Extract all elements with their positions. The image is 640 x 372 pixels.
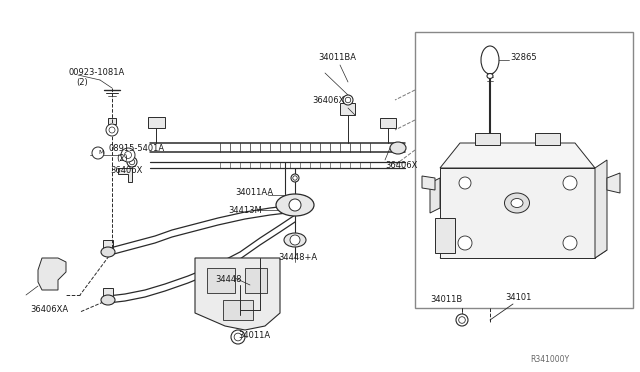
Text: 00923-1081A: 00923-1081A [68,67,124,77]
Circle shape [121,148,135,162]
Ellipse shape [511,199,523,208]
Polygon shape [108,118,116,124]
Circle shape [106,124,118,136]
Text: (2): (2) [76,77,88,87]
Ellipse shape [390,142,406,154]
Text: 08915-5401A: 08915-5401A [108,144,164,153]
Polygon shape [207,268,235,293]
Text: M: M [99,150,104,154]
Text: (2): (2) [116,154,128,163]
Circle shape [125,151,131,158]
Ellipse shape [101,295,115,305]
Circle shape [345,97,351,103]
Circle shape [234,333,242,341]
Ellipse shape [481,46,499,74]
Circle shape [109,127,115,133]
Text: 36406X: 36406X [385,160,417,170]
Circle shape [129,159,135,165]
Circle shape [458,236,472,250]
Polygon shape [195,258,280,330]
Circle shape [127,157,137,167]
Ellipse shape [504,193,529,213]
Polygon shape [595,160,607,258]
Polygon shape [340,103,355,115]
Circle shape [289,199,301,211]
Circle shape [290,235,300,245]
Polygon shape [103,288,113,296]
Text: 36406X: 36406X [110,166,142,174]
Bar [415,32,633,308]
Ellipse shape [101,247,115,257]
Text: 34448: 34448 [215,276,241,285]
Circle shape [563,236,577,250]
Circle shape [459,177,471,189]
Bar [535,133,560,145]
Circle shape [456,314,468,326]
Polygon shape [223,300,253,320]
Polygon shape [440,143,595,168]
Polygon shape [430,178,440,213]
Ellipse shape [276,194,314,216]
Text: 36406XA: 36406XA [30,305,68,314]
Polygon shape [440,168,595,258]
Text: 34011B: 34011B [430,295,462,305]
Text: 34413M: 34413M [228,205,262,215]
Circle shape [563,176,577,190]
Circle shape [291,174,299,182]
Text: 32865: 32865 [510,52,536,61]
Text: 34011A: 34011A [238,330,270,340]
Polygon shape [422,176,435,190]
Circle shape [459,317,465,323]
Text: R341000Y: R341000Y [530,356,569,365]
Polygon shape [380,118,396,128]
Ellipse shape [487,74,493,78]
Polygon shape [103,240,113,248]
Ellipse shape [284,233,306,247]
Circle shape [231,330,245,344]
Text: 34448+A: 34448+A [278,253,317,263]
Polygon shape [435,218,455,253]
Text: 36406X: 36406X [312,96,344,105]
Text: 34011BA: 34011BA [318,52,356,61]
Polygon shape [38,258,66,290]
Text: 34011AA: 34011AA [235,187,273,196]
Circle shape [292,176,297,180]
Bar [475,133,500,145]
Polygon shape [118,168,132,182]
Polygon shape [148,117,165,128]
Bar [486,140,494,146]
Text: 34101: 34101 [505,294,531,302]
Polygon shape [440,250,607,258]
Polygon shape [607,173,620,193]
Circle shape [92,147,104,159]
Circle shape [343,95,353,105]
Polygon shape [245,268,267,293]
